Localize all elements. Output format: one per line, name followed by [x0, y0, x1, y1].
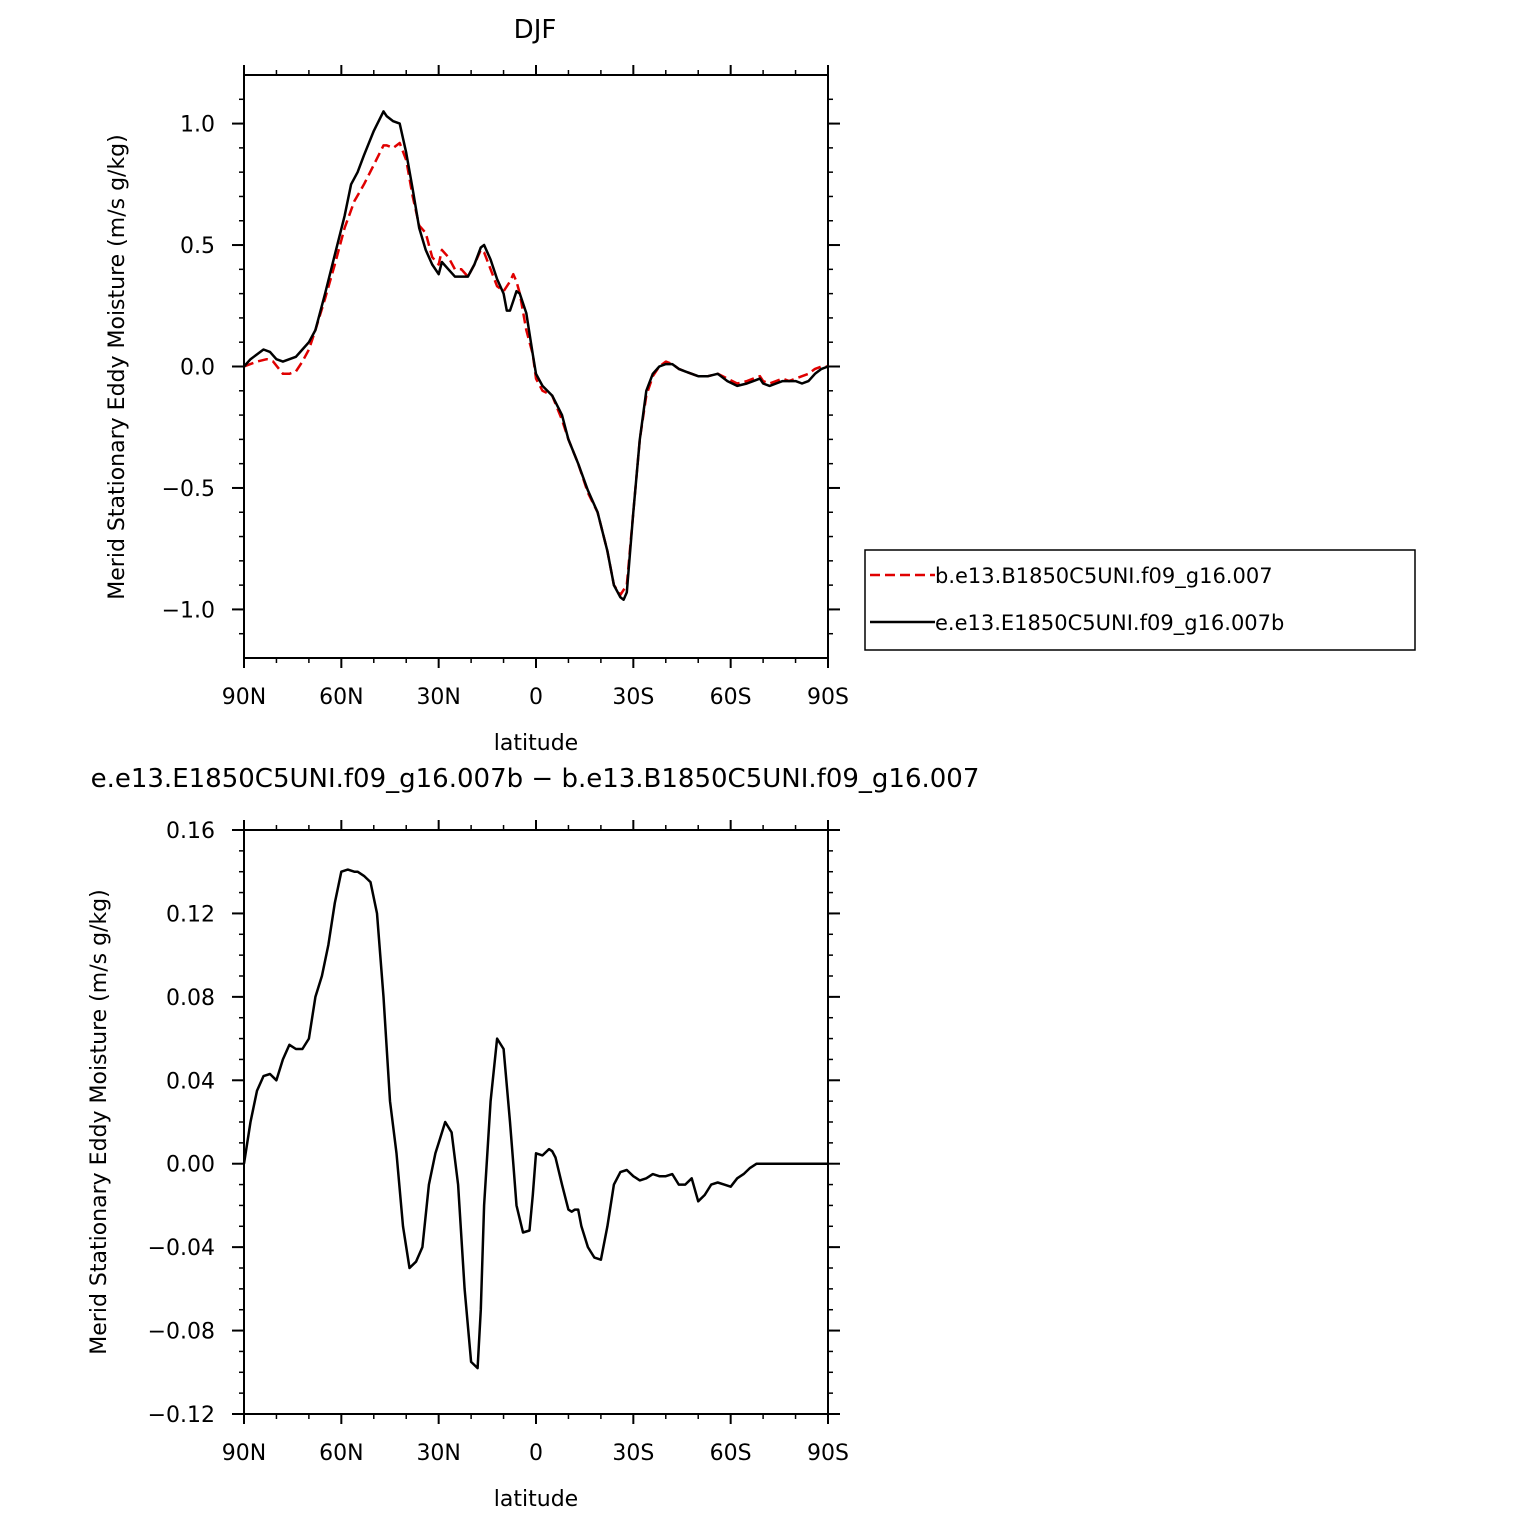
- series-line-2: [243, 110, 829, 601]
- y-tick-label: 0.04: [166, 1069, 215, 1094]
- bottom-panel-series: [242, 868, 828, 1370]
- y-tick-label: 0.08: [166, 986, 215, 1011]
- y-tick-label: 0.0: [180, 356, 215, 381]
- y-tick-label: 0.5: [180, 234, 215, 259]
- x-tick-label: 90S: [807, 1441, 849, 1466]
- bottom-panel: e.e13.E1850C5UNI.f09_g16.007b − b.e13.B1…: [87, 764, 979, 1512]
- x-tick-label: 60S: [710, 1441, 752, 1466]
- legend-box: [864, 549, 1416, 651]
- x-tick-label: 30S: [612, 1441, 654, 1466]
- x-tick-label: 90N: [222, 1441, 266, 1466]
- y-tick-label: −0.5: [162, 477, 215, 502]
- y-tick-label: −0.04: [148, 1236, 215, 1261]
- y-tick-label: 0.16: [166, 819, 215, 844]
- top-panel-tick-labels: 90N 60N 30N 0 30S 60S 90S 1.0 0.5 0.0 −0.5 −1.0: [162, 113, 849, 710]
- y-tick-label: 0.12: [166, 902, 215, 927]
- top-panel-y-axis-label: Merid Stationary Eddy Moisture (m/s g/kg…: [105, 134, 130, 599]
- y-tick-label: 1.0: [180, 113, 215, 138]
- bottom-panel-tick-labels: 90N 60N 30N 0 30S 60S 90S 0.16 0.12 0.08 0.04 0.00 −…: [148, 819, 849, 1466]
- legend: b.e13.B1850C5UNI.f09_g16.007 e.e13.E1850…: [864, 549, 1416, 651]
- bottom-panel-x-axis-label: latitude: [494, 1487, 578, 1512]
- bottom-panel-title: e.e13.E1850C5UNI.f09_g16.007b − b.e13.B1…: [91, 764, 980, 794]
- top-panel: DJF 90N 60N 30N 0 30S 60S 90S 1.0 0.5 0.0 −0.5 −1.0…: [105, 15, 1416, 756]
- top-panel-title: DJF: [514, 15, 557, 45]
- x-tick-label: 90S: [807, 685, 849, 710]
- bottom-panel-frame: [243, 829, 829, 1415]
- top-panel-series: [243, 110, 829, 601]
- x-tick-label: 60N: [319, 685, 363, 710]
- y-tick-label: 0.00: [166, 1153, 215, 1178]
- y-tick-label: −0.12: [148, 1403, 215, 1428]
- top-panel-x-axis-label: latitude: [494, 731, 578, 756]
- x-tick-label: 0: [529, 1441, 543, 1466]
- x-tick-label: 30S: [612, 685, 654, 710]
- series-line-1: [242, 868, 828, 1370]
- y-tick-label: −1.0: [162, 598, 215, 623]
- x-tick-label: 30N: [416, 1441, 460, 1466]
- series-line-1: [243, 141, 828, 597]
- y-tick-label: −0.08: [148, 1320, 215, 1345]
- bottom-panel-y-axis-label: Merid Stationary Eddy Moisture (m/s g/kg…: [87, 889, 112, 1354]
- x-tick-label: 30N: [416, 685, 460, 710]
- x-tick-label: 90N: [222, 685, 266, 710]
- legend-label-series-2: e.e13.E1850C5UNI.f09_g16.007b: [935, 611, 1284, 636]
- x-tick-label: 0: [529, 685, 543, 710]
- bottom-panel-ticks: [232, 820, 840, 1424]
- top-panel-frame: [243, 74, 829, 659]
- legend-label-series-1: b.e13.B1850C5UNI.f09_g16.007: [935, 564, 1273, 589]
- x-tick-label: 60S: [710, 685, 752, 710]
- x-tick-label: 60N: [319, 1441, 363, 1466]
